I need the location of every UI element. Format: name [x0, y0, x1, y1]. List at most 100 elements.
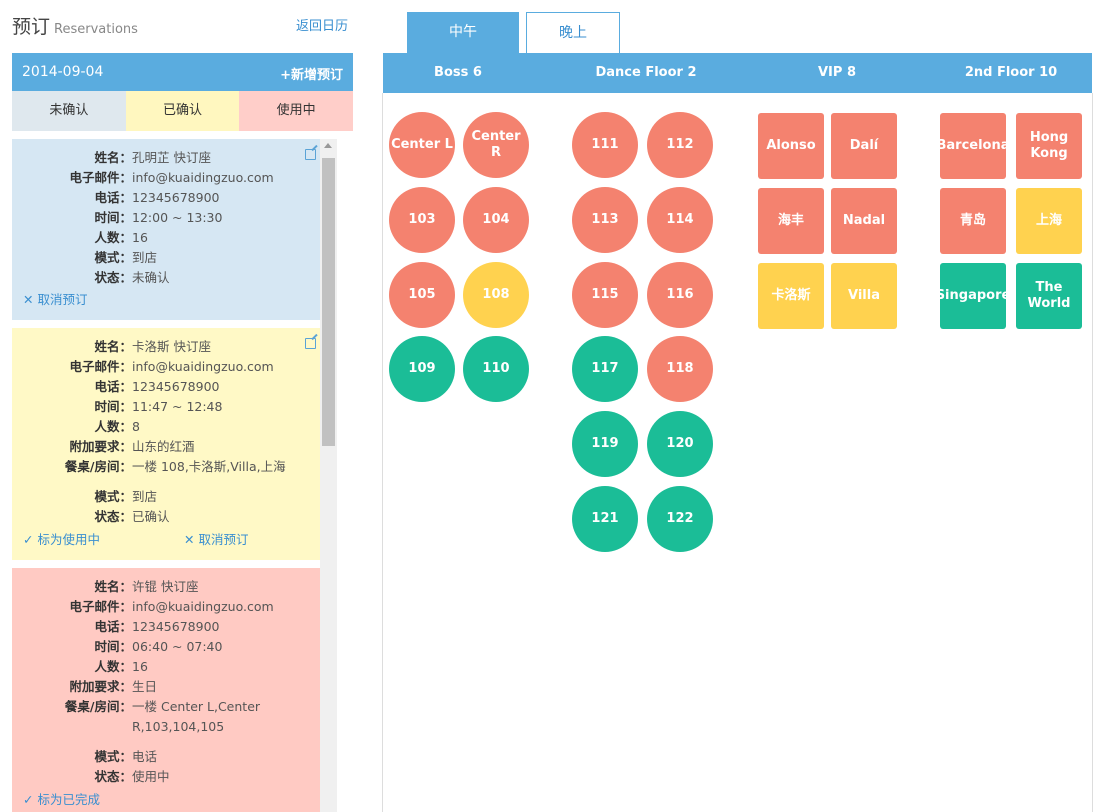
field-value: 16: [132, 230, 148, 245]
table-tile[interactable]: Dalí: [831, 113, 897, 179]
table-tile[interactable]: 111: [572, 112, 638, 178]
table-name: 118: [666, 360, 694, 376]
scroll-up-arrow-icon[interactable]: [324, 143, 332, 148]
reservation-card: 姓名： 卡洛斯 快订座 电子邮件： info@kuaidingzuo.com 电话：…: [12, 328, 325, 560]
table-tile[interactable]: Barcelona: [936, 113, 1010, 179]
floor-plan: [382, 93, 1093, 812]
table-tile[interactable]: 112: [647, 112, 713, 178]
table-name: 119: [591, 435, 619, 451]
table-tile[interactable]: Villa: [831, 263, 897, 329]
table-tile[interactable]: Alonso: [758, 113, 824, 179]
field-value: 生日: [132, 679, 158, 694]
field-row: 电子邮件： info@kuaidingzuo.com: [12, 597, 325, 617]
table-tile[interactable]: 120: [647, 411, 713, 477]
field-row: 状态： 未确认: [12, 268, 325, 288]
table-name: 116: [666, 286, 694, 302]
table-tile[interactable]: 119: [572, 411, 638, 477]
edit-icon[interactable]: [305, 338, 316, 349]
table-tile[interactable]: 103: [389, 187, 455, 253]
scroll-thumb[interactable]: [322, 158, 335, 446]
table-tile[interactable]: 109: [389, 336, 455, 402]
table-name: Dalí: [849, 137, 879, 153]
table-name: Villa: [848, 287, 880, 303]
field-label: 姓名：: [94, 150, 132, 165]
table-tile[interactable]: Singapore: [936, 263, 1010, 329]
table-tile[interactable]: The World: [1016, 263, 1082, 329]
field-row: 电话： 12345678900: [12, 188, 325, 208]
table-tile[interactable]: 105: [389, 262, 455, 328]
table-name: 121: [591, 510, 619, 526]
field-row: 状态： 已确认: [12, 507, 325, 527]
field-label: 附加要求：: [69, 439, 132, 454]
table-tile[interactable]: Center R: [463, 112, 529, 178]
field-label: 电话：: [94, 190, 132, 205]
field-label: 姓名：: [94, 579, 132, 594]
cancel-reservation-button[interactable]: ✕ 取消预订: [23, 292, 88, 307]
table-name: 105: [408, 286, 436, 302]
table-tile[interactable]: 117: [572, 336, 638, 402]
table-tile[interactable]: 113: [572, 187, 638, 253]
field-row: 人数： 16: [12, 228, 325, 248]
edit-icon[interactable]: [305, 149, 316, 160]
field-label: 状态：: [94, 769, 132, 784]
table-tile[interactable]: 116: [647, 262, 713, 328]
field-row: 电话： 12345678900: [12, 377, 325, 397]
field-value: 11:47 ~ 12:48: [132, 399, 223, 414]
table-tile[interactable]: 121: [572, 486, 638, 552]
reservation-card: 姓名： 孔明芷 快订座 电子邮件： info@kuaidingzuo.com 电话：…: [12, 139, 325, 320]
field-label: 餐桌/房间：: [64, 699, 132, 714]
field-row: R,103,104,105: [12, 717, 325, 737]
tab-lunch[interactable]: 中午: [407, 12, 519, 53]
table-tile[interactable]: Hong Kong: [1016, 113, 1082, 179]
status-filter-confirmed[interactable]: 已确认: [125, 91, 240, 131]
table-tile[interactable]: 122: [647, 486, 713, 552]
table-tile[interactable]: Center L: [389, 112, 455, 178]
table-name: 104: [482, 211, 510, 227]
list-scrollbar[interactable]: [320, 139, 337, 812]
field-row: 餐桌/房间： 一楼 Center L,Center: [12, 697, 325, 717]
mark-completed-button[interactable]: ✓ 标为已完成: [23, 792, 100, 807]
field-value: 一楼 108,卡洛斯,Villa,上海: [132, 459, 286, 474]
table-tile[interactable]: 110: [463, 336, 529, 402]
field-value: 12345678900: [132, 619, 220, 634]
status-filter-in-use[interactable]: 使用中: [239, 91, 354, 131]
table-tile[interactable]: 114: [647, 187, 713, 253]
table-tile[interactable]: 上海: [1016, 188, 1082, 254]
table-name: The World: [1027, 279, 1071, 311]
status-filter-unconfirmed[interactable]: 未确认: [12, 91, 126, 131]
reservation-panel: 预订 Reservations 返回日历 2014-09-04 +新增预订 未确认…: [12, 0, 354, 812]
table-tile[interactable]: 海丰: [758, 188, 824, 254]
add-reservation-button[interactable]: +新增预订: [280, 68, 343, 83]
table-name: Barcelona: [936, 137, 1010, 153]
table-name: 111: [591, 136, 619, 152]
field-label: 人数：: [94, 419, 132, 434]
table-tile[interactable]: 104: [463, 187, 529, 253]
field-value: 06:40 ~ 07:40: [132, 639, 223, 654]
field-value: 到店: [132, 250, 158, 265]
table-tile[interactable]: 青岛: [940, 188, 1006, 254]
floor-header-bar: Boss 6 Dance Floor 2 VIP 8 2nd Floor 10: [383, 53, 1092, 93]
mark-in-use-button[interactable]: ✓ 标为使用中: [23, 532, 100, 547]
table-name: Center L: [391, 136, 453, 152]
cancel-reservation-button[interactable]: ✕ 取消预订: [184, 532, 249, 547]
field-label: 电子邮件：: [69, 359, 132, 374]
field-label: 时间：: [94, 399, 132, 414]
field-label: 姓名：: [94, 339, 132, 354]
field-value: info@kuaidingzuo.com: [132, 359, 274, 374]
table-tile[interactable]: 卡洛斯: [758, 263, 824, 329]
field-value: 已确认: [132, 509, 170, 524]
table-tile[interactable]: 115: [572, 262, 638, 328]
tab-dinner[interactable]: 晚上: [526, 12, 620, 53]
table-tile[interactable]: 118: [647, 336, 713, 402]
back-to-calendar-link[interactable]: 返回日历: [296, 19, 349, 34]
field-value: 电话: [132, 749, 158, 764]
field-row: 餐桌/房间： 一楼 108,卡洛斯,Villa,上海: [12, 457, 325, 477]
floor-header-vip: VIP 8: [818, 65, 856, 80]
table-tile[interactable]: 108: [463, 262, 529, 328]
floor-header-dance: Dance Floor 2: [595, 65, 697, 80]
table-tile[interactable]: Nadal: [831, 188, 897, 254]
table-name: 122: [666, 510, 694, 526]
field-label: 餐桌/房间：: [64, 459, 132, 474]
field-row: 模式： 到店: [12, 487, 325, 507]
page-title-en: Reservations: [54, 22, 138, 37]
